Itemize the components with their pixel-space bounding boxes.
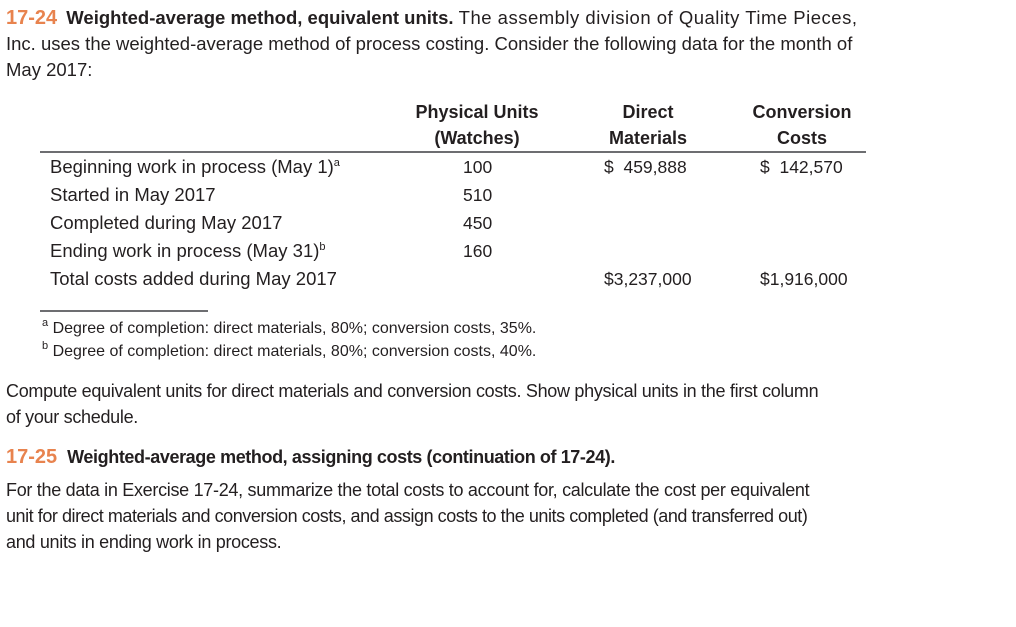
exercise-title: Weighted-average method, equivalent unit… — [66, 7, 454, 28]
footnote-marker-b: b — [319, 241, 326, 253]
cell-physical-units: 450 — [463, 213, 493, 233]
cell-physical-units: 510 — [463, 185, 493, 205]
row-label-beginning-wip: Beginning work in process (May 1)a — [50, 156, 340, 177]
exercise-17-24-heading-line: 17-24 Weighted-average method, equivalen… — [6, 5, 857, 31]
footnote-marker-a: a — [333, 157, 340, 169]
exercise-number: 17-25 — [6, 446, 58, 468]
footnote-rule — [40, 310, 208, 312]
exercise-17-25-body-line-1: For the data in Exercise 17-24, summariz… — [6, 480, 810, 500]
exercise-title: Weighted-average method, assigning costs… — [67, 447, 615, 467]
header-physical-units: Physical Units (Watches) — [415, 102, 539, 148]
intro-line-3: May 2017: — [6, 59, 93, 80]
intro-text: The assembly division of Quality Time Pi… — [458, 7, 858, 28]
exercise-17-25-body-line-2: unit for direct materials and conversion… — [6, 506, 808, 526]
header-rule — [40, 151, 866, 153]
instruction-line-1: Compute equivalent units for direct mate… — [6, 381, 819, 401]
row-label-ending-wip: Ending work in process (May 31)b — [50, 240, 326, 261]
cell-physical-units: 100 — [463, 157, 493, 177]
exercise-17-25-heading: 17-25 Weighted-average method, assigning… — [6, 444, 615, 470]
row-label-completed: Completed during May 2017 — [50, 212, 283, 233]
row-label-started: Started in May 2017 — [50, 184, 216, 205]
exercise-number: 17-24 — [6, 7, 58, 29]
cell-conversion-costs: $1,916,000 — [760, 269, 848, 289]
cell-physical-units: 160 — [463, 241, 493, 261]
cell-direct-materials: $3,237,000 — [604, 269, 692, 289]
header-conversion-costs: Conversion Costs — [752, 102, 852, 148]
cell-direct-materials: $ 459,888 — [604, 157, 687, 177]
instruction-line-2: of your schedule. — [6, 407, 138, 427]
row-label-total-costs: Total costs added during May 2017 — [50, 268, 337, 289]
cell-conversion-costs: $ 142,570 — [760, 157, 843, 177]
exercise-17-25-body-line-3: and units in ending work in process. — [6, 532, 282, 552]
intro-line-2: Inc. uses the weighted-average method of… — [6, 33, 853, 54]
footnote-a: a Degree of completion: direct materials… — [42, 317, 537, 338]
header-direct-materials: Direct Materials — [608, 102, 688, 148]
footnote-b: b Degree of completion: direct materials… — [42, 340, 537, 361]
